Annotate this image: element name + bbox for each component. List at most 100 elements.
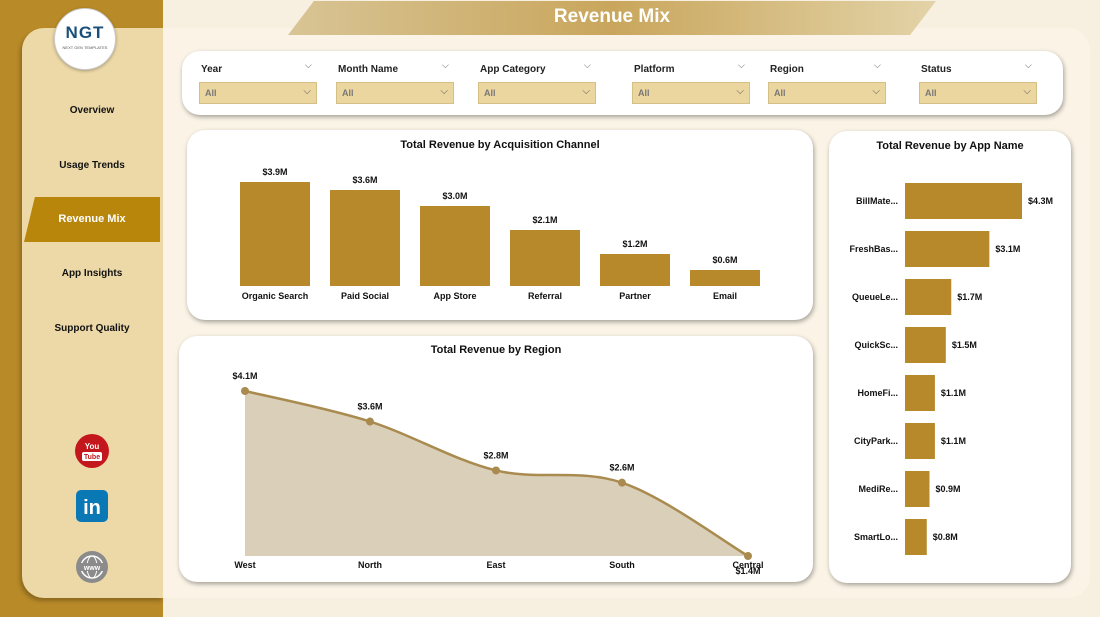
chevron-down-icon[interactable]: ⌵ <box>442 60 449 70</box>
nav-support-quality[interactable]: Support Quality <box>54 323 130 334</box>
bar-data-label: $3.9M <box>262 167 287 177</box>
nav-revenue-mix-label: Revenue Mix <box>58 213 126 225</box>
logo-subtext: NEXT GEN TEMPLATES <box>62 45 108 50</box>
card-region: Total Revenue by Region $4.1M West $3.6M No… <box>179 336 813 582</box>
x-tick-label: Partner <box>619 291 651 301</box>
filter-value: All <box>342 88 354 98</box>
x-tick-label: South <box>609 560 635 570</box>
x-tick-label: Email <box>713 291 737 301</box>
bar-data-label: $1.2M <box>622 239 647 249</box>
hbar-2[interactable] <box>905 279 952 315</box>
bar-2[interactable] <box>420 206 490 286</box>
hbar-4[interactable] <box>905 375 935 411</box>
chart-title-acquisition: Total Revenue by Acquisition Channel <box>400 139 600 151</box>
x-tick-label: Organic Search <box>242 291 309 301</box>
hbar-3[interactable] <box>905 327 946 363</box>
nav-usage-trends[interactable]: Usage Trends <box>59 160 125 171</box>
y-tick-label: MediRe... <box>858 484 898 494</box>
chevron-down-icon: ⌵ <box>736 86 744 97</box>
youtube-icon-text-2: Tube <box>84 454 100 461</box>
card-acquisition-channel: Total Revenue by Acquisition Channel $3.… <box>187 130 813 320</box>
logo: NGT NEXT GEN TEMPLATES <box>54 8 116 70</box>
hbar-1[interactable] <box>905 231 990 267</box>
filter-dropdown-status[interactable]: All ⌵ <box>919 82 1037 104</box>
filter-dropdown-month-name[interactable]: All ⌵ <box>336 82 454 104</box>
bar-data-label: $1.5M <box>952 340 977 350</box>
bar-4[interactable] <box>600 254 670 286</box>
bar-data-label: $0.8M <box>933 532 958 542</box>
data-point[interactable] <box>618 478 626 487</box>
chevron-down-icon: ⌵ <box>872 86 880 97</box>
filter-value: All <box>774 88 786 98</box>
nav-overview[interactable]: Overview <box>69 105 115 116</box>
filter-value: All <box>925 88 937 98</box>
chevron-down-icon[interactable]: ⌵ <box>874 60 881 70</box>
point-data-label: $4.1M <box>232 371 257 381</box>
chart-title-region: Total Revenue by Region <box>430 344 562 356</box>
chevron-down-icon[interactable]: ⌵ <box>738 60 745 70</box>
linkedin-icon[interactable]: in <box>75 489 109 523</box>
chart-acquisition-channel: $3.9M Organic Search $3.6M Paid Social $3.0M… <box>240 167 760 301</box>
filter-dropdown-year[interactable]: All ⌵ <box>199 82 317 104</box>
filter-label-app-category: App Category <box>480 64 546 75</box>
bar-data-label: $1.1M <box>941 436 966 446</box>
point-data-label: $2.8M <box>483 450 508 460</box>
bar-data-label: $2.1M <box>532 215 557 225</box>
filter-label-region: Region <box>770 64 804 75</box>
y-tick-label: HomeFi... <box>857 388 898 398</box>
point-data-label: $3.6M <box>357 402 382 412</box>
y-tick-label: QueueLe... <box>852 292 898 302</box>
page-title: Revenue Mix <box>553 6 671 27</box>
hbar-5[interactable] <box>905 423 935 459</box>
filter-bar <box>182 51 1063 115</box>
youtube-icon[interactable]: You Tube <box>74 433 110 469</box>
logo-text: NGT <box>65 23 105 42</box>
hbar-0[interactable] <box>905 183 1022 219</box>
data-point[interactable] <box>366 417 374 426</box>
bar-data-label: $3.6M <box>352 175 377 185</box>
linkedin-icon-text: in <box>83 497 101 519</box>
filter-value: All <box>638 88 650 98</box>
filter-label-platform: Platform <box>634 64 675 75</box>
chart-region: $4.1M West $3.6M North $2.8M East $2.6M South $1… <box>232 371 763 576</box>
bar-data-label: $0.6M <box>712 255 737 265</box>
x-tick-label: App Store <box>433 291 476 301</box>
bar-1[interactable] <box>330 190 400 286</box>
title-banner: Revenue Mix <box>288 1 936 35</box>
bar-3[interactable] <box>510 230 580 286</box>
point-data-label: $2.6M <box>609 463 634 473</box>
x-tick-label: East <box>486 560 505 570</box>
chevron-down-icon[interactable]: ⌵ <box>584 60 591 70</box>
filter-dropdown-region[interactable]: All ⌵ <box>768 82 886 104</box>
x-tick-label: North <box>358 560 382 570</box>
bar-data-label: $3.0M <box>442 191 467 201</box>
chevron-down-icon: ⌵ <box>1023 86 1031 97</box>
x-tick-label: Paid Social <box>341 291 389 301</box>
chevron-down-icon: ⌵ <box>303 86 311 97</box>
y-tick-label: FreshBas... <box>849 244 898 254</box>
bar-data-label: $0.9M <box>935 484 960 494</box>
bar-0[interactable] <box>240 182 310 286</box>
chevron-down-icon[interactable]: ⌵ <box>305 60 312 70</box>
bar-data-label: $1.7M <box>957 292 982 302</box>
bar-5[interactable] <box>690 270 760 286</box>
web-icon[interactable]: www <box>75 550 109 584</box>
filter-value: All <box>484 88 496 98</box>
data-point[interactable] <box>492 466 500 475</box>
hbar-6[interactable] <box>905 471 930 507</box>
nav-revenue-mix[interactable]: Revenue Mix <box>24 197 160 242</box>
card-app-name: Total Revenue by App Name BillMate... $4.… <box>829 131 1071 583</box>
y-tick-label: QuickSc... <box>854 340 898 350</box>
filter-label-year: Year <box>201 64 223 75</box>
web-icon-text: www <box>83 565 101 572</box>
data-point[interactable] <box>241 387 249 395</box>
data-point[interactable] <box>744 552 752 560</box>
chevron-down-icon: ⌵ <box>440 86 448 97</box>
chart-title-app-name: Total Revenue by App Name <box>876 140 1024 152</box>
hbar-7[interactable] <box>905 519 927 555</box>
filter-dropdown-app-category[interactable]: All ⌵ <box>478 82 596 104</box>
filter-dropdown-platform[interactable]: All ⌵ <box>632 82 750 104</box>
filter-label-status: Status <box>921 64 952 75</box>
nav-app-insights[interactable]: App Insights <box>61 268 123 279</box>
chevron-down-icon[interactable]: ⌵ <box>1025 60 1032 70</box>
